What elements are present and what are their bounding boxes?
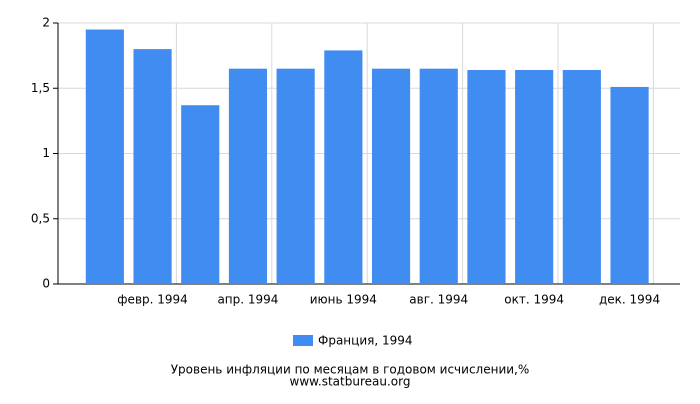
- x-tick-label: окт. 1994: [504, 293, 564, 307]
- bar: [610, 86, 649, 284]
- y-tick-label: 0,5: [31, 211, 50, 225]
- bar: [228, 68, 268, 284]
- bar: [181, 105, 220, 284]
- bar: [371, 68, 411, 284]
- y-tick-label: 2: [42, 16, 50, 30]
- bar: [85, 29, 124, 285]
- y-tick-label: 1,5: [31, 81, 50, 95]
- x-tick-label: апр. 1994: [217, 293, 278, 307]
- bar: [515, 69, 554, 284]
- legend-swatch: [293, 335, 313, 346]
- x-tick-label: июнь 1994: [310, 293, 377, 307]
- x-tick-label: дек. 1994: [599, 293, 660, 307]
- bar: [467, 69, 506, 284]
- chart-subtitle: www.statbureau.org: [290, 375, 411, 389]
- y-tick-label: 1: [42, 146, 50, 160]
- bar: [324, 50, 363, 284]
- legend-label: Франция, 1994: [318, 334, 413, 348]
- chart-title: Уровень инфляции по месяцам в годовом ис…: [171, 363, 530, 377]
- bar: [419, 68, 458, 284]
- bar: [133, 49, 172, 284]
- bar: [562, 69, 601, 284]
- x-tick-label: авг. 1994: [409, 293, 468, 307]
- y-tick-label: 0: [42, 277, 50, 291]
- x-tick-label: февр. 1994: [117, 293, 188, 307]
- bar: [276, 68, 315, 284]
